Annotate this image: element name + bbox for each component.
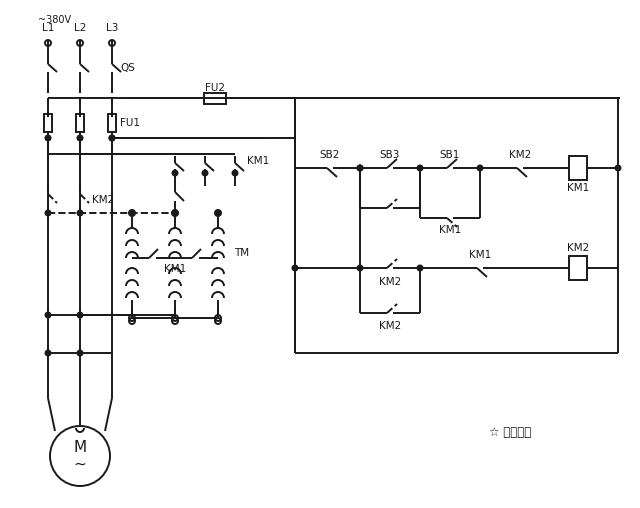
Text: KM2: KM2: [379, 277, 401, 287]
Text: L2: L2: [74, 23, 86, 33]
Circle shape: [45, 350, 51, 356]
Text: KM2: KM2: [92, 195, 115, 205]
Text: FU1: FU1: [120, 118, 140, 128]
Text: KM2: KM2: [509, 150, 531, 160]
Text: FU2: FU2: [205, 83, 225, 93]
Circle shape: [417, 265, 423, 271]
Text: KM1: KM1: [439, 225, 461, 235]
Text: KM2: KM2: [567, 243, 589, 253]
Circle shape: [45, 210, 51, 216]
Circle shape: [477, 165, 483, 171]
Text: KM1: KM1: [247, 156, 269, 166]
Text: L3: L3: [106, 23, 118, 33]
Circle shape: [215, 210, 221, 216]
Text: ~: ~: [74, 457, 86, 471]
Text: TM: TM: [234, 248, 249, 258]
Text: ~380V: ~380V: [38, 15, 71, 25]
Circle shape: [109, 135, 115, 141]
Circle shape: [172, 170, 178, 176]
Circle shape: [77, 312, 83, 318]
Circle shape: [357, 165, 363, 171]
Circle shape: [417, 165, 423, 171]
Text: SB3: SB3: [380, 150, 400, 160]
Circle shape: [109, 135, 115, 141]
Text: ☆ 技成培训: ☆ 技成培训: [489, 427, 531, 439]
Text: SB2: SB2: [320, 150, 340, 160]
Bar: [44, 114, 52, 132]
Text: KM1: KM1: [469, 250, 491, 260]
Bar: [76, 114, 84, 132]
Bar: [204, 92, 226, 104]
Bar: [569, 256, 587, 280]
Circle shape: [202, 170, 208, 176]
Circle shape: [357, 165, 363, 171]
Circle shape: [232, 170, 238, 176]
Text: KM1: KM1: [567, 183, 589, 193]
Text: KM2: KM2: [379, 321, 401, 331]
Bar: [108, 114, 116, 132]
Text: SB1: SB1: [440, 150, 460, 160]
Circle shape: [77, 210, 83, 216]
Text: QS: QS: [120, 63, 135, 73]
Circle shape: [129, 210, 135, 216]
Text: M: M: [74, 440, 86, 456]
Circle shape: [45, 135, 51, 141]
Bar: [569, 156, 587, 180]
Circle shape: [172, 210, 178, 216]
Circle shape: [172, 210, 178, 216]
Circle shape: [357, 265, 363, 271]
Circle shape: [292, 265, 298, 271]
Circle shape: [615, 165, 621, 171]
Circle shape: [77, 350, 83, 356]
Circle shape: [77, 135, 83, 141]
Text: L1: L1: [42, 23, 54, 33]
Circle shape: [45, 312, 51, 318]
Text: KM1: KM1: [164, 264, 186, 274]
